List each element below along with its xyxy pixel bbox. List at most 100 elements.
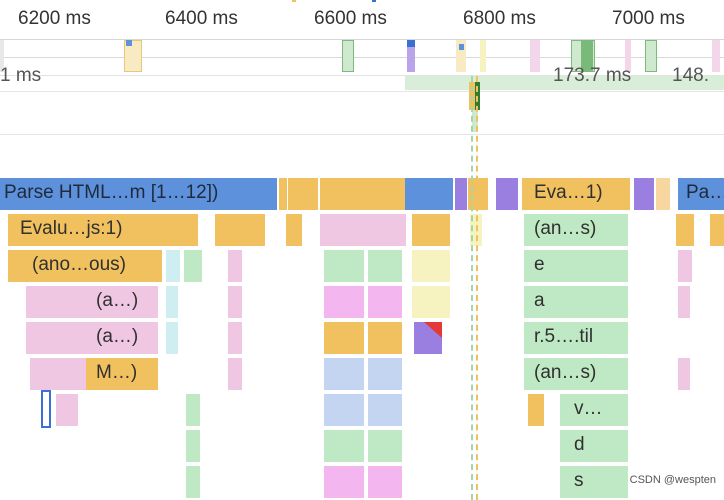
flame-task[interactable] <box>324 250 364 282</box>
flame-task[interactable] <box>405 178 453 210</box>
overview-task <box>124 40 142 72</box>
overview-task <box>530 40 540 72</box>
flame-task[interactable] <box>228 286 242 318</box>
flame-task[interactable] <box>228 322 242 354</box>
tick-label: 7000 ms <box>612 8 685 29</box>
flame-task[interactable] <box>186 430 200 462</box>
flame-task[interactable] <box>634 178 654 210</box>
track-divider <box>0 91 724 92</box>
track-divider <box>0 134 724 135</box>
flame-task[interactable] <box>368 322 402 354</box>
flame-task-a[interactable]: (a…) <box>86 322 158 354</box>
flame-task[interactable] <box>412 250 450 282</box>
flame-task[interactable] <box>368 250 402 282</box>
overview-task <box>459 44 464 50</box>
flame-task-d[interactable]: d <box>560 430 628 462</box>
flame-task[interactable] <box>324 394 364 426</box>
flame-task[interactable] <box>656 178 670 210</box>
overview-task <box>407 40 415 47</box>
overview-task <box>645 40 657 72</box>
flame-task[interactable] <box>368 286 402 318</box>
flame-task-m[interactable]: M…) <box>86 358 158 390</box>
flame-task[interactable] <box>710 214 724 246</box>
flame-task[interactable] <box>30 358 86 390</box>
overview-task <box>342 40 354 72</box>
flame-task[interactable] <box>368 358 402 390</box>
flame-task-evaluate[interactable]: Eva…1) <box>522 178 630 210</box>
flame-task[interactable] <box>324 466 364 498</box>
overview-strip[interactable] <box>0 40 724 76</box>
flame-task[interactable] <box>368 394 402 426</box>
network-bar <box>472 110 478 132</box>
flame-chart[interactable]: Parse HTML…m [1…12]) Eva…1) Pa… Evalu…js… <box>0 76 724 500</box>
flame-task[interactable] <box>56 394 78 426</box>
flame-task[interactable] <box>26 322 86 354</box>
flame-task[interactable] <box>324 430 364 462</box>
flame-task[interactable] <box>324 322 364 354</box>
flame-task[interactable] <box>412 286 450 318</box>
flame-task[interactable] <box>678 358 690 390</box>
overview-task <box>712 40 720 72</box>
overview-task <box>581 40 593 72</box>
flame-task-evaluate-script[interactable]: Evalu…js:1) <box>8 214 198 246</box>
flame-task-s[interactable]: s <box>560 466 628 498</box>
flame-task[interactable] <box>676 214 694 246</box>
overview-task <box>480 40 486 72</box>
flame-task[interactable] <box>184 250 202 282</box>
summary-label: 148. <box>672 65 709 86</box>
flame-task[interactable] <box>279 178 287 210</box>
flame-task[interactable] <box>678 250 692 282</box>
flame-task-anonymous[interactable]: (ano…ous) <box>8 250 162 282</box>
flame-task[interactable] <box>26 286 86 318</box>
overview-task <box>126 40 132 46</box>
overview-task <box>456 40 466 72</box>
overview-task <box>0 40 4 72</box>
flame-task[interactable] <box>528 394 544 426</box>
summary-span <box>405 76 724 90</box>
flame-task-a-lower[interactable]: a <box>524 286 628 318</box>
flame-task[interactable] <box>324 286 364 318</box>
ruler-accent <box>292 0 296 2</box>
tick-label: 6400 ms <box>165 8 238 29</box>
ruler-accent <box>372 0 376 2</box>
flame-task-anonymous[interactable]: (an…s) <box>524 214 628 246</box>
flame-task[interactable] <box>228 358 242 390</box>
flame-task[interactable] <box>368 466 402 498</box>
timeline-marker-line <box>476 76 478 500</box>
flame-task[interactable] <box>286 214 302 246</box>
summary-label: 1 ms <box>0 65 42 86</box>
flame-task[interactable] <box>368 430 402 462</box>
flame-task-anonymous-2[interactable]: (an…s) <box>524 358 628 390</box>
flame-task[interactable] <box>678 286 690 318</box>
flame-task[interactable] <box>166 286 178 318</box>
flame-task[interactable] <box>228 250 242 282</box>
flame-task-e[interactable]: e <box>524 250 628 282</box>
flame-task[interactable] <box>320 214 406 246</box>
flame-task[interactable] <box>496 178 518 210</box>
flame-task[interactable] <box>468 178 488 210</box>
long-task-warning-flag <box>424 322 442 338</box>
tick-label: 6600 ms <box>314 8 387 29</box>
flame-task-v[interactable]: v… <box>560 394 628 426</box>
flame-task-parse[interactable]: Pa… <box>678 178 724 210</box>
track-summary: 1 ms 173.7 ms 148. <box>0 65 724 168</box>
flame-task[interactable] <box>455 178 467 210</box>
timeline-marker-line <box>471 76 473 500</box>
flame-task-parse-html[interactable]: Parse HTML…m [1…12]) <box>0 178 277 210</box>
selected-frame-marker[interactable] <box>41 390 51 428</box>
flame-task[interactable] <box>412 214 450 246</box>
tick-label: 6200 ms <box>18 8 91 29</box>
flame-task[interactable] <box>215 214 265 246</box>
flame-task[interactable] <box>324 358 364 390</box>
time-ruler[interactable]: 6200 ms 6400 ms 6600 ms 6800 ms 7000 ms <box>0 0 724 40</box>
overview-task <box>407 40 415 72</box>
flame-task[interactable] <box>320 178 406 210</box>
flame-task[interactable] <box>186 466 200 498</box>
overview-task <box>625 40 631 72</box>
flame-task[interactable] <box>288 178 318 210</box>
flame-task[interactable] <box>186 394 200 426</box>
flame-task[interactable] <box>166 250 180 282</box>
flame-task-a[interactable]: (a…) <box>86 286 158 318</box>
flame-task[interactable] <box>166 322 178 354</box>
flame-task-r5-til[interactable]: r.5….til <box>524 322 628 354</box>
